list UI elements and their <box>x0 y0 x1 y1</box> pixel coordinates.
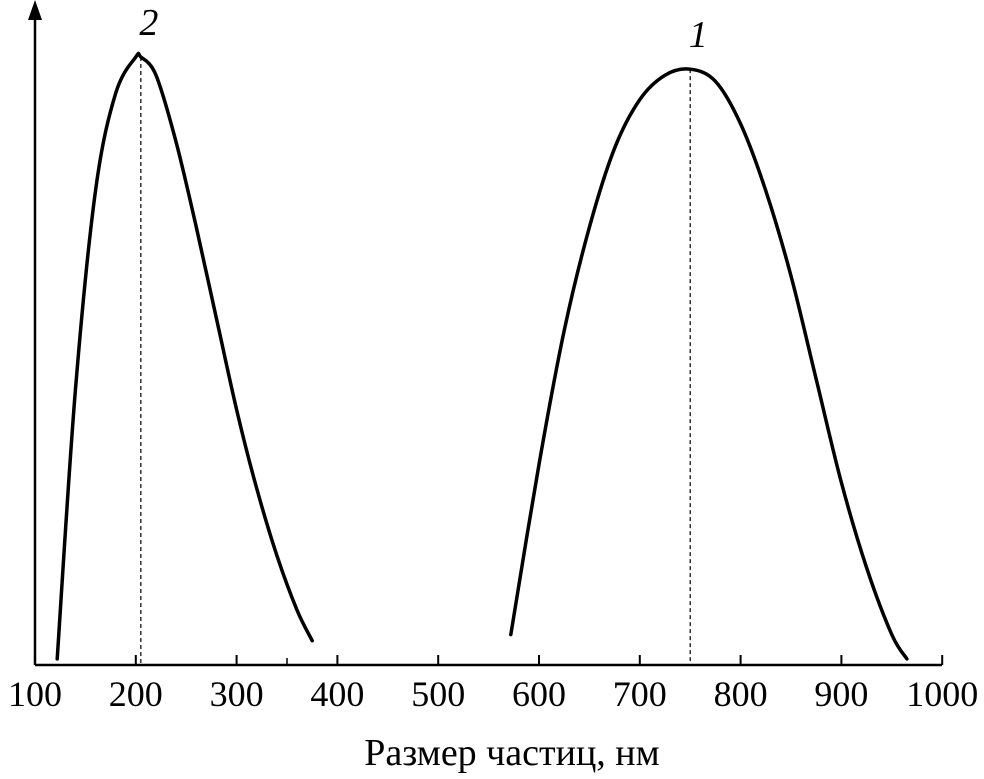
x-axis-title: Размер частиц, нм <box>364 732 659 774</box>
x-tick-label: 300 <box>210 674 264 714</box>
x-tick-label: 1000 <box>906 674 978 714</box>
series-label-2: 2 <box>139 2 158 44</box>
x-ticks: 100 200 300 400 500 600 700 800 900 1000 <box>8 655 978 714</box>
x-tick-label: 200 <box>109 674 163 714</box>
peak-guides <box>140 57 691 665</box>
x-tick-label: 900 <box>814 674 868 714</box>
x-tick-label: 400 <box>310 674 364 714</box>
series-line-2 <box>55 51 314 661</box>
series-labels: 12 <box>139 2 707 56</box>
x-tick-label: 800 <box>714 674 768 714</box>
series-lines <box>55 51 909 661</box>
x-tick-label: 100 <box>8 674 62 714</box>
series-label-1: 1 <box>689 14 708 56</box>
series-line-1 <box>509 67 909 661</box>
axes <box>28 0 942 667</box>
x-tick-label: 700 <box>613 674 667 714</box>
x-tick-label: 600 <box>512 674 566 714</box>
x-tick-label: 500 <box>411 674 465 714</box>
y-axis-arrow <box>28 0 42 20</box>
